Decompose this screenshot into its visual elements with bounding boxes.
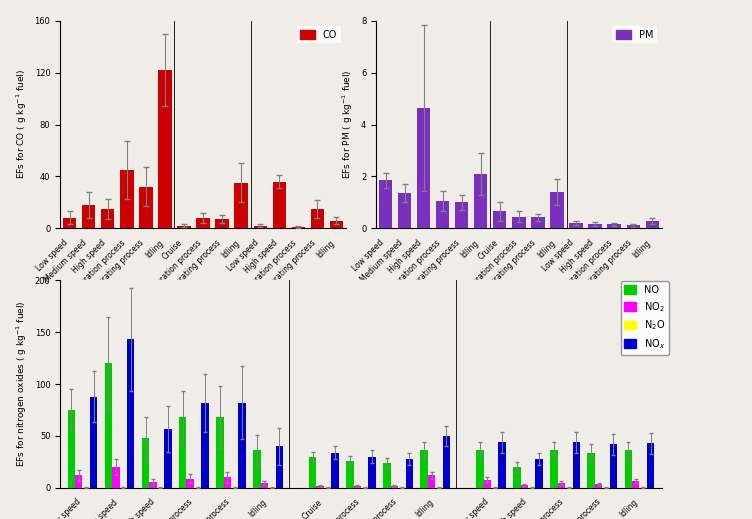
Bar	[391, 486, 398, 488]
Text: DFII: DFII	[203, 286, 222, 296]
Bar	[346, 461, 353, 488]
Bar	[626, 225, 640, 228]
Bar	[499, 442, 506, 488]
Bar	[428, 475, 435, 488]
Bar	[82, 205, 96, 228]
Text: HH: HH	[110, 286, 125, 296]
Bar	[595, 484, 602, 488]
Bar	[253, 450, 261, 488]
Bar	[384, 463, 391, 488]
Bar	[275, 446, 283, 488]
Legend: NO, NO$_2$, N$_2$O, NO$_x$: NO, NO$_2$, N$_2$O, NO$_x$	[620, 281, 669, 354]
Bar	[223, 477, 231, 488]
Text: HH: HH	[426, 286, 441, 296]
Bar	[493, 211, 507, 228]
Bar	[569, 223, 583, 228]
Bar	[647, 443, 654, 488]
Bar	[512, 216, 526, 228]
Bar	[329, 221, 343, 228]
Bar	[292, 227, 305, 228]
Bar	[75, 475, 83, 488]
Bar	[272, 182, 286, 228]
Bar	[120, 170, 134, 228]
Bar	[68, 410, 75, 488]
Bar	[235, 183, 248, 228]
Bar	[398, 193, 411, 228]
Text: XYH: XYH	[288, 286, 308, 296]
Bar	[202, 403, 209, 488]
Bar	[317, 486, 324, 488]
Bar	[610, 444, 617, 488]
Bar	[520, 485, 528, 488]
Bar	[331, 453, 338, 488]
Bar	[101, 209, 114, 228]
Bar	[179, 417, 186, 488]
Bar	[253, 226, 267, 228]
Bar	[142, 438, 150, 488]
Bar	[625, 450, 632, 488]
Bar	[443, 436, 450, 488]
Bar	[158, 70, 171, 228]
Bar	[238, 403, 246, 488]
Bar	[455, 202, 468, 228]
Bar	[405, 459, 413, 488]
Bar	[150, 482, 156, 488]
Bar	[587, 453, 595, 488]
Bar	[379, 180, 393, 228]
Bar	[164, 429, 171, 488]
Bar	[420, 450, 428, 488]
Bar	[588, 224, 602, 228]
Bar	[309, 457, 317, 488]
Legend: PM: PM	[612, 25, 657, 44]
Bar	[535, 459, 543, 488]
Bar	[216, 417, 223, 488]
Bar	[417, 107, 430, 228]
Bar	[550, 192, 564, 228]
Bar	[558, 483, 566, 488]
Legend: CO: CO	[296, 25, 341, 44]
Bar	[139, 187, 153, 228]
Bar	[645, 221, 659, 228]
Text: DFH: DFH	[518, 286, 538, 296]
Bar	[177, 226, 191, 228]
Bar	[436, 201, 450, 228]
Bar	[474, 174, 487, 228]
Bar	[90, 397, 97, 488]
Bar	[513, 467, 520, 488]
Bar	[531, 217, 544, 228]
Text: XYH: XYH	[604, 286, 624, 296]
Bar	[63, 218, 77, 228]
Bar	[127, 339, 135, 488]
Bar	[311, 209, 324, 228]
Bar	[196, 218, 210, 228]
Bar	[608, 224, 621, 228]
Bar	[261, 483, 268, 488]
Y-axis label: EFs for CO ( g kg$^{-1}$ fuel): EFs for CO ( g kg$^{-1}$ fuel)	[14, 70, 29, 180]
Bar	[186, 479, 194, 488]
Bar	[550, 450, 558, 488]
Y-axis label: EFs for nitrogen oxides ( g kg$^{-1}$ fuel): EFs for nitrogen oxides ( g kg$^{-1}$ fu…	[15, 301, 29, 467]
Bar	[572, 442, 580, 488]
Bar	[112, 467, 120, 488]
Bar	[484, 480, 491, 488]
Bar	[476, 450, 484, 488]
Y-axis label: EFs for PM ( g kg$^{-1}$ fuel): EFs for PM ( g kg$^{-1}$ fuel)	[341, 70, 356, 180]
Bar	[353, 486, 361, 488]
Bar	[215, 219, 229, 228]
Bar	[632, 481, 639, 488]
Bar	[368, 457, 376, 488]
Bar	[105, 363, 112, 488]
